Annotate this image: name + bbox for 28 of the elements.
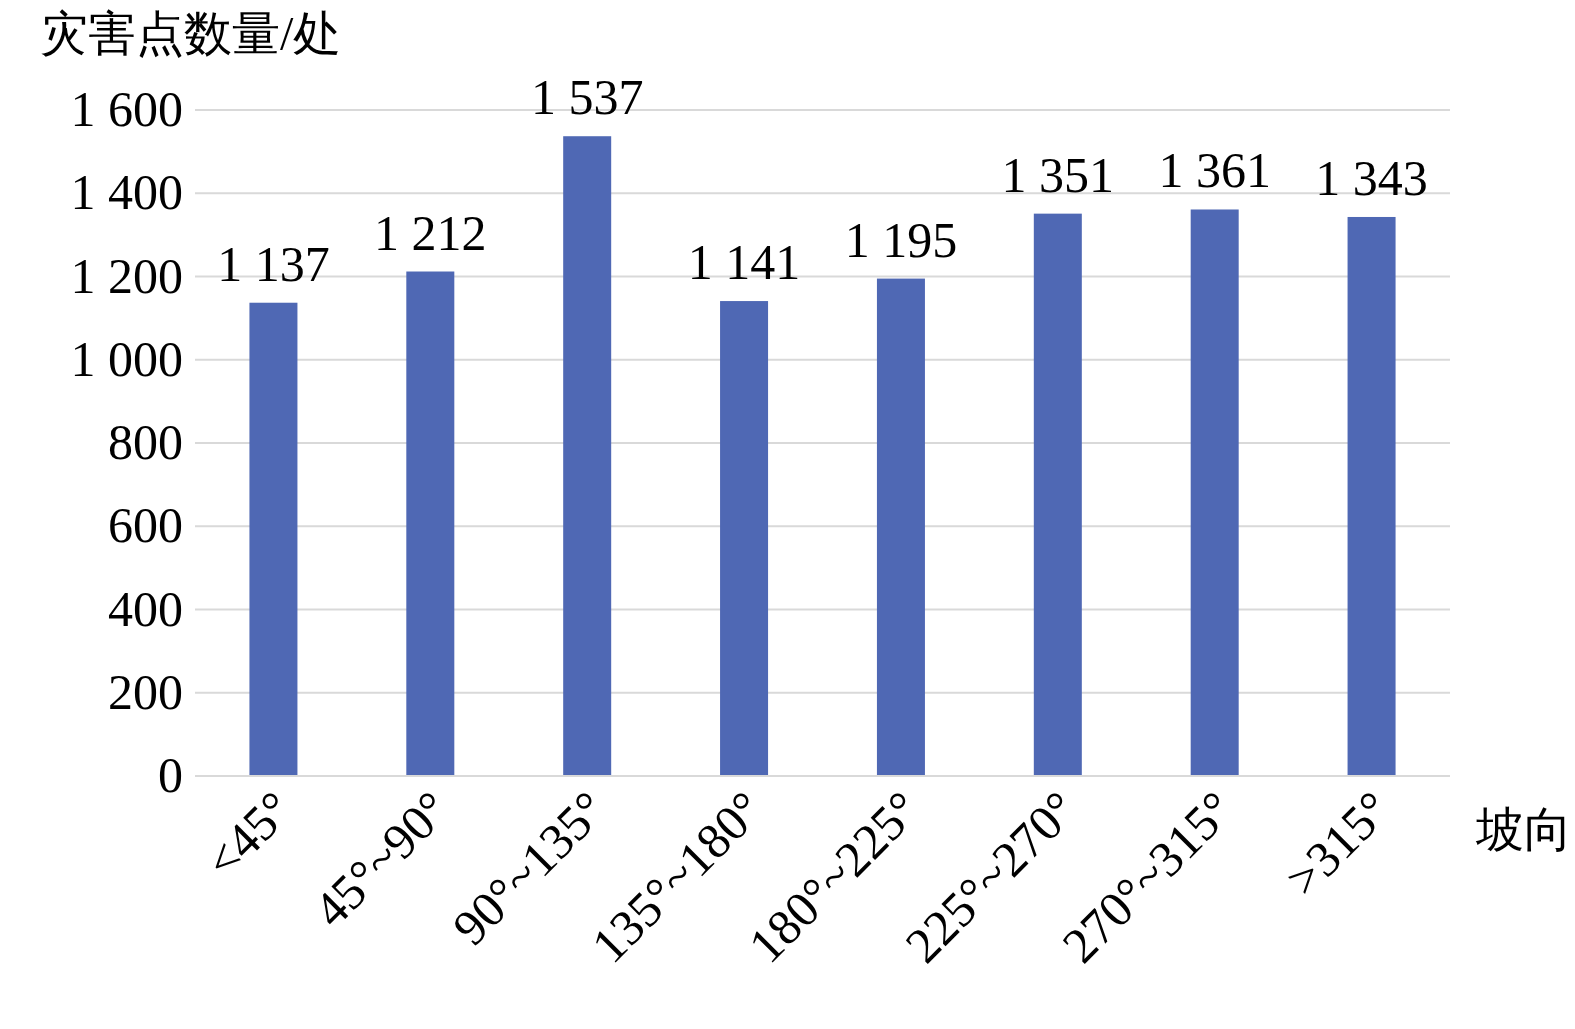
y-tick-label: 1 200 — [70, 247, 183, 304]
bar — [563, 136, 612, 776]
y-tick-label: 0 — [158, 747, 183, 803]
y-tick-label: 400 — [108, 580, 183, 637]
data-label: 1 361 — [1158, 142, 1271, 199]
y-tick-label: 600 — [108, 497, 183, 554]
bar — [1033, 213, 1082, 776]
bar — [1347, 216, 1396, 776]
data-label: 1 195 — [844, 211, 958, 268]
bar — [406, 271, 455, 776]
data-label: 1 212 — [374, 204, 487, 261]
data-label: 1 141 — [687, 234, 801, 291]
data-label: 1 343 — [1315, 149, 1428, 206]
data-label: 1 537 — [530, 69, 644, 126]
bar — [1190, 209, 1239, 776]
data-label: 1 137 — [217, 235, 330, 292]
x-axis-title: 坡向 — [1475, 803, 1572, 856]
x-tick-label: <45° — [194, 780, 304, 890]
y-tick-label: 800 — [108, 414, 183, 470]
bar — [876, 278, 925, 776]
y-axis-title: 灾害点数量/处 — [40, 7, 342, 60]
bar — [249, 302, 298, 776]
y-tick-label: 200 — [108, 663, 183, 720]
data-label: 1 351 — [1001, 146, 1115, 203]
bar — [720, 301, 769, 776]
y-tick-label: 1 600 — [70, 81, 183, 137]
y-tick-label: 1 000 — [70, 330, 183, 387]
y-tick-label: 1 400 — [70, 164, 183, 221]
